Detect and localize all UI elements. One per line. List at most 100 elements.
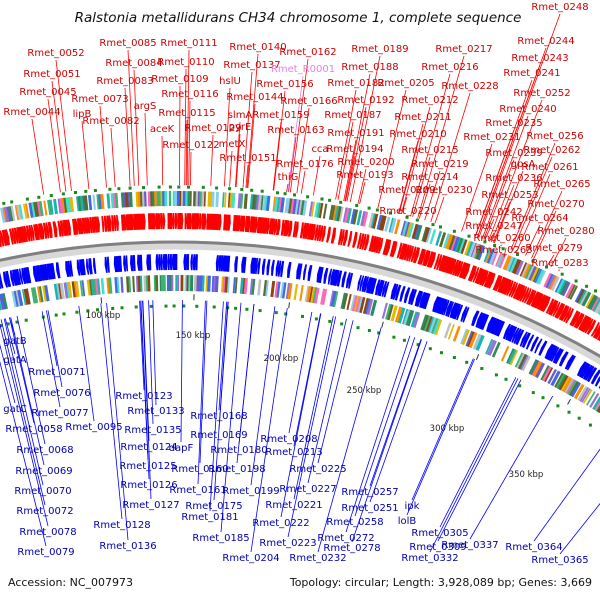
gene-label[interactable]: Rmet_0166 <box>280 96 337 107</box>
gene-label[interactable]: Rmet_0243 <box>511 53 568 64</box>
gene-label[interactable]: Rmet_0116 <box>161 89 218 100</box>
gene-label[interactable]: Rmet_0364 <box>505 542 562 553</box>
gene-label[interactable]: Rmet_0213 <box>265 447 322 458</box>
gene-label[interactable]: Rmet_0235 <box>485 118 542 129</box>
gene-label[interactable]: Rmet_0244 <box>517 36 574 47</box>
gene-label[interactable]: Rmet_0051 <box>23 69 80 80</box>
gene-label[interactable]: Rmet_0219 <box>411 159 468 170</box>
gene-label[interactable]: Rmet_0199 <box>222 486 279 497</box>
gene-label[interactable]: gatB <box>3 336 26 347</box>
gene-label[interactable]: Rmet_0125 <box>119 461 176 472</box>
gene-label[interactable]: Rmet_0180 <box>210 445 267 456</box>
gene-label[interactable]: Rmet_0058 <box>5 424 62 435</box>
gene-label[interactable]: lipB <box>73 109 92 120</box>
gene-label[interactable]: Rmet_0052 <box>27 48 84 59</box>
gene-label[interactable]: Rmet_0127 <box>122 500 179 511</box>
gene-label[interactable]: Rmet_0071 <box>28 367 85 378</box>
gene-label[interactable]: Rmet_0272 <box>317 533 374 544</box>
rna-gene-label[interactable]: Rmet_R0001 <box>271 64 335 75</box>
gene-label[interactable]: Rmet_0045 <box>19 87 76 98</box>
gene-label[interactable]: Rmet_0211 <box>394 112 451 123</box>
gene-label[interactable]: ipk <box>405 501 420 512</box>
gene-label[interactable]: Rmet_0262 <box>523 145 580 156</box>
gene-label[interactable]: Rmet_0210 <box>389 129 446 140</box>
gene-label[interactable]: Rmet_0260 <box>473 233 530 244</box>
gene-label[interactable]: Rmet_0175 <box>185 501 242 512</box>
gene-label[interactable]: Rmet_0079 <box>17 547 74 558</box>
gene-label[interactable]: Rmet_0236 <box>485 173 542 184</box>
gene-label[interactable]: Rmet_0187 <box>324 110 381 121</box>
gene-label[interactable]: Rmet_0133 <box>127 406 184 417</box>
gene-label[interactable]: Rmet_0204 <box>222 553 279 564</box>
gene-label[interactable]: Rmet_0083 <box>96 76 153 87</box>
gene-label[interactable]: gatA <box>3 355 26 366</box>
gene-label[interactable]: Rmet_0193 <box>336 170 393 181</box>
gene-label[interactable]: Rmet_0257 <box>341 487 398 498</box>
gene-label[interactable]: Rmet_0215 <box>401 145 458 156</box>
gene-label[interactable]: Rmet_0212 <box>401 95 458 106</box>
gene-label[interactable]: Rmet_0198 <box>208 464 265 475</box>
gene-label[interactable]: Rmet_0230 <box>415 185 472 196</box>
gene-label[interactable]: Rmet_0225 <box>289 464 346 475</box>
gene-label[interactable]: Rmet_0109 <box>151 74 208 85</box>
gene-label[interactable]: Rmet_0209 <box>378 185 435 196</box>
gene-label[interactable]: Rmet_0169 <box>190 430 247 441</box>
gene-label[interactable]: Rmet_0258 <box>326 517 383 528</box>
gene-label[interactable]: Rmet_0044 <box>3 107 60 118</box>
gene-label[interactable]: Rmet_0191 <box>327 128 384 139</box>
gene-label[interactable]: gpsA <box>511 159 536 170</box>
gene-label[interactable]: Rmet_0232 <box>289 553 346 564</box>
gene-label[interactable]: Rmet_0231 <box>463 132 520 143</box>
gene-label[interactable]: Rmet_0137 <box>223 60 280 71</box>
gene-label[interactable]: Rmet_0140 <box>229 42 286 53</box>
gene-label[interactable]: Rmet_0220 <box>379 206 436 217</box>
gene-label[interactable]: Rmet_0264 <box>511 213 568 224</box>
gene-label[interactable]: Rmet_0123 <box>115 391 172 402</box>
gene-label[interactable]: Rmet_0115 <box>158 108 215 119</box>
gene-label[interactable]: Rmet_0082 <box>82 116 139 127</box>
gene-label[interactable]: Rmet_0162 <box>279 47 336 58</box>
gene-label[interactable]: lolB <box>398 516 417 527</box>
gene-label[interactable]: Rmet_0251 <box>341 503 398 514</box>
gene-label[interactable]: Rmet_0161 <box>169 485 226 496</box>
gene-label[interactable]: Rmet_0253 <box>481 190 538 201</box>
gene-label[interactable]: Rmet_0221 <box>265 500 322 511</box>
gene-label[interactable]: Rmet_0176 <box>276 159 333 170</box>
gene-label[interactable]: Rmet_0135 <box>124 425 181 436</box>
gene-label[interactable]: Rmet_0263 <box>475 245 532 256</box>
gene-label[interactable]: Rmet_0265 <box>533 179 590 190</box>
gene-label[interactable]: Rmet_0151 <box>219 153 276 164</box>
gene-label[interactable]: Rmet_0189 <box>351 44 408 55</box>
gene-label[interactable]: Rmet_0228 <box>441 81 498 92</box>
gene-label[interactable]: Rmet_0332 <box>401 553 458 564</box>
gene-label[interactable]: Rmet_0252 <box>513 88 570 99</box>
gene-label[interactable]: dapF <box>169 443 194 454</box>
gene-label[interactable]: Rmet_0305 <box>411 528 468 539</box>
gene-label[interactable]: Rmet_0214 <box>401 172 458 183</box>
gene-label[interactable]: Rmet_0128 <box>93 520 150 531</box>
gene-label[interactable]: Rmet_0279 <box>525 243 582 254</box>
gene-label[interactable]: metX <box>219 139 246 150</box>
gene-label[interactable]: argS <box>134 101 157 112</box>
gene-label[interactable]: Rmet_0240 <box>499 104 556 115</box>
gene-label[interactable]: Rmet_0208 <box>260 434 317 445</box>
gene-label[interactable]: Rmet_0223 <box>259 538 316 549</box>
gene-label[interactable]: hslU <box>219 76 241 87</box>
gene-label[interactable]: Rmet_0261 <box>521 162 578 173</box>
gene-label[interactable]: Rmet_0078 <box>19 527 76 538</box>
gene-label[interactable]: Rmet_0168 <box>190 411 247 422</box>
gene-label[interactable]: Rmet_0270 <box>527 199 584 210</box>
gene-labels[interactable]: Rmet_0248 Rmet_0244 Rmet_0243 Rmet_0241 Rmet… <box>3 2 594 566</box>
gene-label[interactable]: Rmet_0111 <box>160 38 217 49</box>
gene-label[interactable]: thiG <box>278 172 299 183</box>
gene-label[interactable]: Rmet_0126 <box>120 480 177 491</box>
gene-label[interactable]: Rmet_0283 <box>531 258 588 269</box>
gene-label[interactable]: Rmet_0073 <box>71 94 128 105</box>
gene-label[interactable]: Rmet_0069 <box>15 466 72 477</box>
gene-label[interactable]: Rmet_0227 <box>279 484 336 495</box>
gene-label[interactable]: Rmet_0136 <box>99 541 156 552</box>
gene-label[interactable]: gatC <box>3 404 26 415</box>
gene-label[interactable]: Rmet_0144 <box>226 92 283 103</box>
gene-label[interactable]: Rmet_0205 <box>377 78 434 89</box>
gene-label[interactable]: Rmet_0070 <box>14 486 71 497</box>
